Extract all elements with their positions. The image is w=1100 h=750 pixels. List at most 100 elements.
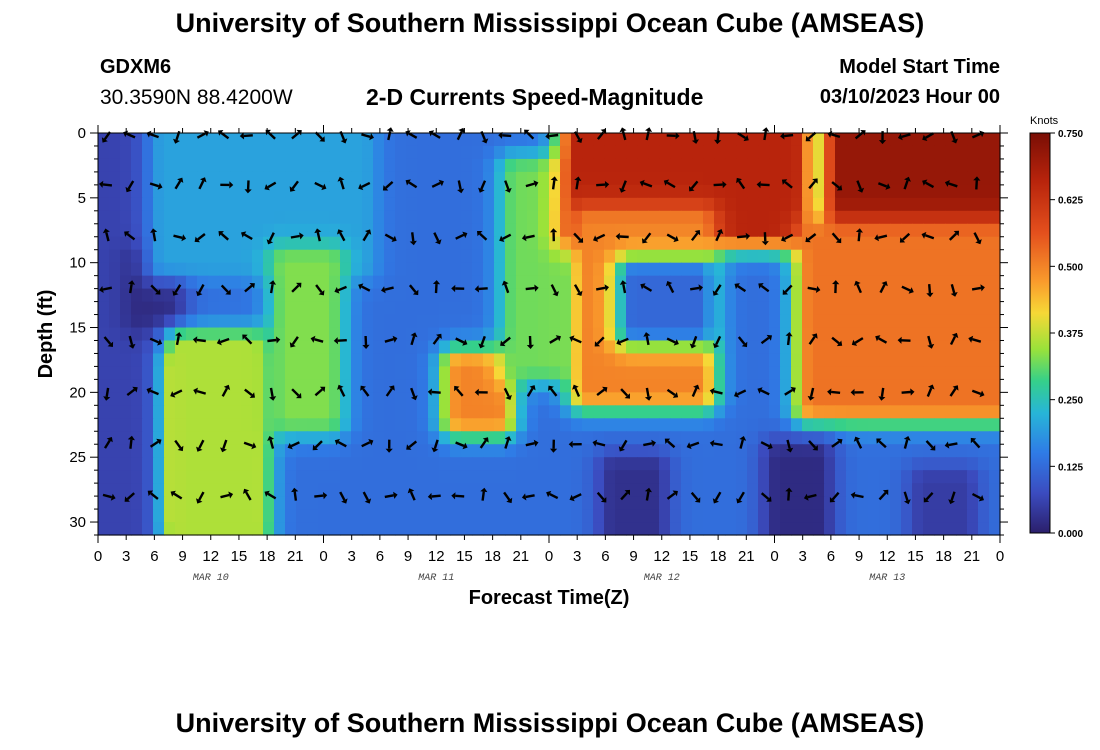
- heatmap-cell: [868, 275, 880, 290]
- heatmap-cell: [769, 249, 781, 264]
- heatmap-cell: [824, 418, 836, 432]
- heatmap-cell: [351, 197, 363, 212]
- heatmap-cell: [659, 145, 671, 160]
- heatmap-cell: [351, 158, 363, 173]
- heatmap-cell: [285, 288, 297, 303]
- heatmap-cell: [769, 470, 781, 484]
- heatmap-cell: [846, 171, 858, 186]
- heatmap-cell: [461, 210, 473, 225]
- heatmap-cell: [989, 262, 1001, 277]
- heatmap-cell: [131, 392, 143, 406]
- heatmap-cell: [417, 496, 429, 510]
- current-vector: [568, 440, 582, 448]
- heatmap-cell: [439, 275, 451, 290]
- heatmap-cell: [813, 522, 825, 536]
- heatmap-cell: [890, 379, 902, 393]
- heatmap-cell: [98, 184, 110, 199]
- heatmap-cell: [406, 223, 418, 238]
- heatmap-cell: [824, 171, 836, 186]
- heatmap-cell: [263, 288, 275, 303]
- heatmap-cell: [538, 353, 550, 368]
- heatmap-cell: [164, 392, 176, 406]
- current-vector: [550, 176, 558, 190]
- heatmap-cell: [923, 327, 935, 342]
- heatmap-cell: [835, 314, 847, 329]
- heatmap-cell: [362, 145, 374, 160]
- heatmap-cell: [868, 353, 880, 368]
- heatmap-cell: [703, 522, 715, 536]
- heatmap-cell: [120, 288, 132, 303]
- heatmap-cell: [648, 496, 660, 510]
- heatmap-cell: [329, 288, 341, 303]
- heatmap-cell: [318, 483, 330, 497]
- heatmap-cell: [714, 496, 726, 510]
- heatmap-cell: [109, 522, 121, 536]
- current-vector: [666, 337, 679, 346]
- heatmap-cell: [197, 145, 209, 160]
- current-vector: [196, 284, 205, 297]
- heatmap-cell: [428, 197, 440, 212]
- heatmap-cell: [703, 301, 715, 316]
- heatmap-cell: [824, 509, 836, 523]
- current-vector: [127, 435, 135, 449]
- heatmap-cell: [967, 184, 979, 199]
- heatmap-cell: [373, 496, 385, 510]
- heatmap-cell: [142, 145, 154, 160]
- heatmap-cell: [120, 470, 132, 484]
- heatmap-cell: [450, 509, 462, 523]
- heatmap-cell: [747, 210, 759, 225]
- heatmap-cell: [879, 288, 891, 303]
- x-tick-label: 21: [963, 548, 980, 565]
- heatmap-cell: [846, 392, 858, 406]
- heatmap-cell: [318, 171, 330, 186]
- heatmap-cell: [604, 418, 616, 432]
- heatmap-cell: [373, 184, 385, 199]
- heatmap-cell: [461, 444, 473, 458]
- heatmap-cell: [428, 366, 440, 380]
- heatmap-cell: [340, 210, 352, 225]
- heatmap-cell: [329, 171, 341, 186]
- heatmap-cell: [813, 392, 825, 406]
- heatmap-cell: [670, 145, 682, 160]
- heatmap-cell: [714, 197, 726, 212]
- heatmap-cell: [857, 262, 869, 277]
- heatmap-cell: [472, 522, 484, 536]
- current-vector: [146, 387, 159, 396]
- current-vector: [949, 332, 959, 346]
- current-vector: [433, 232, 442, 245]
- heatmap-cell: [230, 392, 242, 406]
- heatmap-cell: [197, 184, 209, 199]
- heatmap-cell: [527, 522, 539, 536]
- heatmap-cell: [714, 133, 726, 147]
- heatmap-cell: [175, 457, 187, 471]
- heatmap-cell: [615, 314, 627, 329]
- heatmap-cell: [274, 158, 286, 173]
- heatmap-cell: [406, 509, 418, 523]
- heatmap-cell: [549, 431, 561, 445]
- heatmap-cell: [857, 145, 869, 160]
- heatmap-cell: [252, 392, 264, 406]
- heatmap-cell: [461, 496, 473, 510]
- current-vector: [642, 232, 652, 244]
- heatmap-cell: [912, 210, 924, 225]
- heatmap-cell: [395, 210, 407, 225]
- heatmap-cell: [208, 223, 220, 238]
- current-vector: [220, 181, 234, 189]
- heatmap-cell: [945, 444, 957, 458]
- current-vector: [736, 232, 751, 240]
- heatmap-cell: [978, 210, 990, 225]
- current-vector: [264, 181, 277, 191]
- heatmap-cell: [263, 340, 275, 355]
- heatmap-cell: [582, 418, 594, 432]
- heatmap-cell: [571, 301, 583, 316]
- heatmap-cell: [901, 133, 913, 147]
- heatmap-cell: [659, 210, 671, 225]
- heatmap-cell: [109, 249, 121, 264]
- heatmap-cell: [395, 197, 407, 212]
- heatmap-cell: [923, 405, 935, 419]
- heatmap-cell: [868, 418, 880, 432]
- heatmap-cell: [923, 301, 935, 316]
- heatmap-cell: [846, 366, 858, 380]
- current-vector: [922, 132, 934, 141]
- heatmap-cell: [670, 366, 682, 380]
